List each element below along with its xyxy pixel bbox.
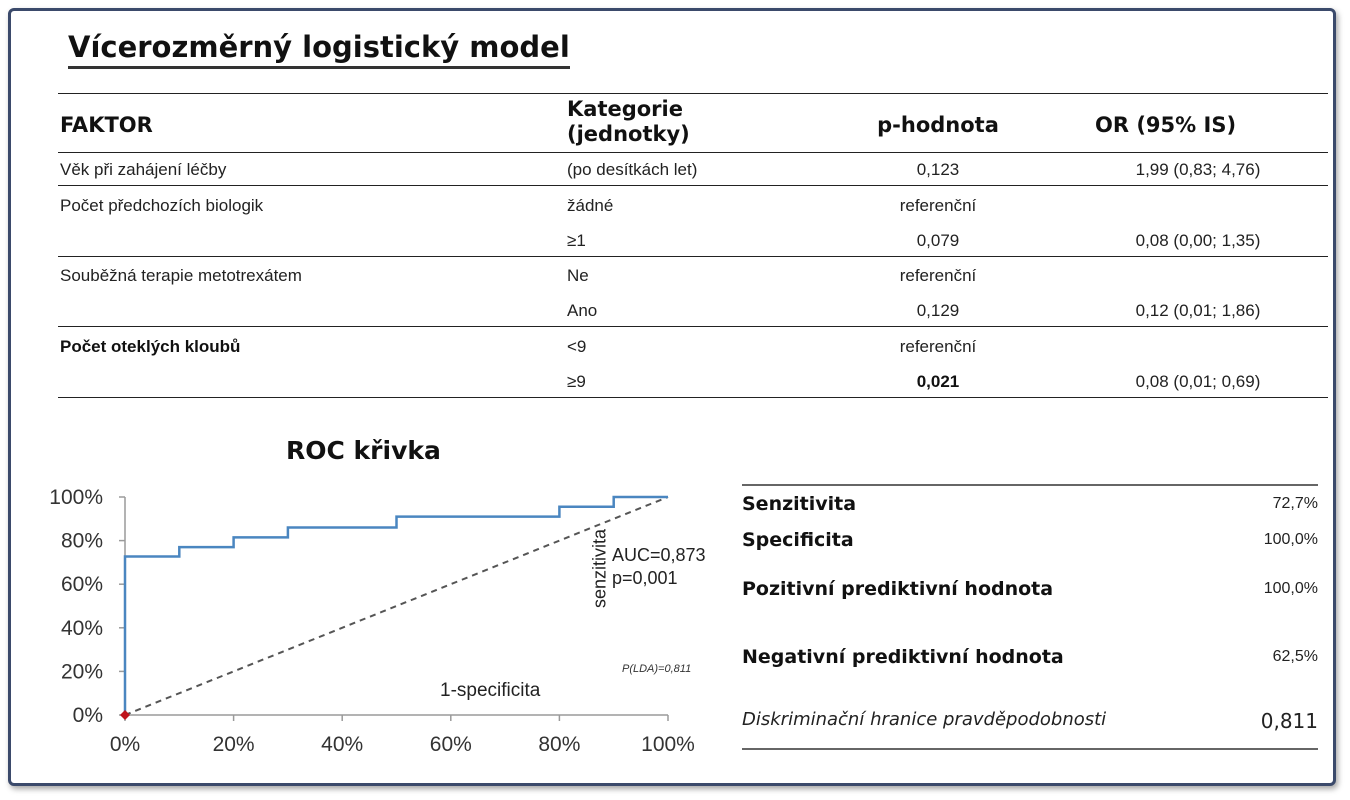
row-mtx-factor: Souběžná terapie metotrexátem [60,266,302,285]
stat-npv-value: 62,5% [1272,648,1318,665]
y-tick-label: 100% [49,486,103,509]
row-joints-p-ref: referenční [899,337,977,356]
roc-reference-diagonal [124,496,669,716]
table-bottom-rule [58,397,1328,398]
roc-origin-marker [120,710,130,720]
roc-axes: 0% 20% 40% 60% 80% 100% 0% 20% 40% 60% 80% 100% [49,486,695,756]
x-tick-label: 0% [110,733,140,756]
stat-threshold-label: Diskriminační hranice pravděpodobnosti [742,709,1107,730]
stat-npv-label: Negativní prediktivní hodnota [742,646,1064,668]
roc-p-annotation: p=0,001 [612,568,678,588]
row-mtx-p: 0,129 [916,301,960,320]
roc-chart-title: ROC křivka [286,436,441,465]
row-biologics-factor: Počet předchozích biologik [60,196,264,215]
slide-title: Vícerozměrný logistický model [68,28,570,69]
y-tick-label: 60% [61,573,103,596]
roc-plda-annotation: P(LDA)=0,811 [622,663,692,675]
stat-threshold-value: 0,811 [1260,709,1318,733]
x-tick-label: 20% [213,733,255,756]
row-joints-category-lt9: <9 [567,337,587,356]
stat-ppv-label: Pozitivní prediktivní hodnota [742,578,1054,600]
y-tick-label: 80% [61,530,103,553]
row-divider [58,185,1328,186]
stat-specificity-label: Specificita [742,529,854,551]
x-tick-label: 100% [641,733,695,756]
row-age-or: 1,99 (0,83; 4,76) [1135,160,1261,179]
row-joints-or: 0,08 (0,01; 0,69) [1135,372,1261,391]
stat-ppv-value: 100,0% [1263,580,1318,597]
y-tick-label: 0% [73,704,103,727]
x-tick-label: 60% [430,733,472,756]
row-mtx-or: 0,12 (0,01; 1,86) [1135,301,1261,320]
row-divider [58,326,1328,327]
header-odds-ratio: OR (95% IS) [1095,113,1237,137]
row-age-factor: Věk při zahájení léčby [60,160,227,179]
stat-specificity-value: 100,0% [1263,531,1318,548]
stats-bottom-rule [742,748,1318,750]
header-factor: FAKTOR [60,113,153,137]
row-divider [58,256,1328,257]
row-biologics-category-none: žádné [567,196,614,215]
stat-sensitivity-label: Senzitivita [742,493,857,515]
header-bottom-rule [58,152,1328,153]
stat-sensitivity-value: 72,7% [1272,495,1318,512]
header-category: Kategorie (jednotky) [567,97,690,147]
row-biologics-p-ref: referenční [899,196,977,215]
row-biologics-or: 0,08 (0,00; 1,35) [1135,231,1261,250]
roc-series [120,495,669,720]
table-top-rule [58,93,1328,94]
header-p-value: p-hodnota [877,113,999,137]
row-mtx-p-ref: referenční [899,266,977,285]
row-mtx-category-yes: Ano [567,301,598,320]
roc-x-axis-label: 1-specificita [440,680,541,701]
y-tick-label: 40% [61,617,103,640]
diagnostic-stats-table: Senzitivita 72,7% Specificita 100,0% Poz… [742,484,1318,754]
row-biologics-category-ge1: ≥1 [567,231,586,250]
row-joints-factor: Počet oteklých kloubů [60,337,241,356]
header-category-line1: Kategorie [567,97,683,121]
stats-top-rule [742,484,1318,486]
header-category-line2: (jednotky) [567,122,690,146]
x-tick-label: 40% [321,733,363,756]
roc-chart: 0% 20% 40% 60% 80% 100% 0% 20% 40% 60% 80% 100% sen… [49,486,695,756]
x-tick-label: 80% [538,733,580,756]
row-age-category: (po desítkách let) [567,160,698,179]
row-age-p: 0,123 [916,160,960,179]
roc-y-axis-label: senzitivita [589,528,610,609]
row-joints-p: 0,021 [916,372,960,391]
roc-auc-annotation: AUC=0,873 [612,545,706,565]
roc-curve [123,495,668,715]
row-mtx-category-no: Ne [567,266,589,285]
y-tick-label: 20% [61,660,103,683]
row-joints-category-ge9: ≥9 [567,372,586,391]
row-biologics-p: 0,079 [916,231,960,250]
